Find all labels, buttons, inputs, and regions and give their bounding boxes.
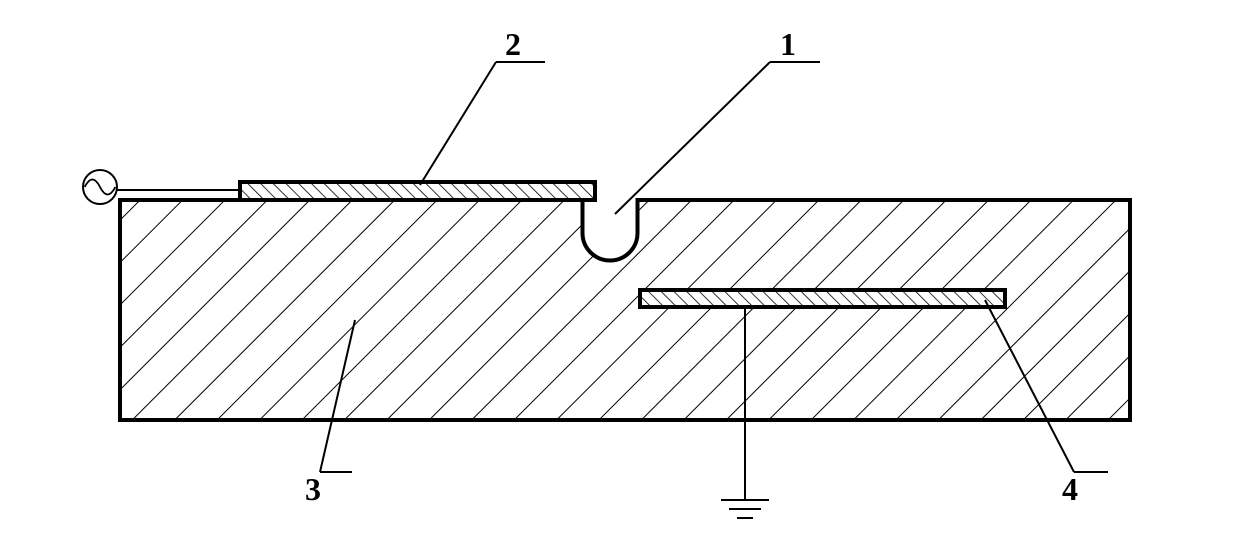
label-2-text: 2: [505, 26, 521, 62]
buried-electrode: [640, 290, 1005, 307]
label-3-text: 3: [305, 471, 321, 507]
label-2: 2: [420, 26, 545, 185]
top-electrode: [240, 182, 595, 200]
label-4-text: 4: [1062, 471, 1078, 507]
substrate: [120, 200, 1130, 420]
label-1-text: 1: [780, 26, 796, 62]
label-1: 1: [615, 26, 820, 214]
